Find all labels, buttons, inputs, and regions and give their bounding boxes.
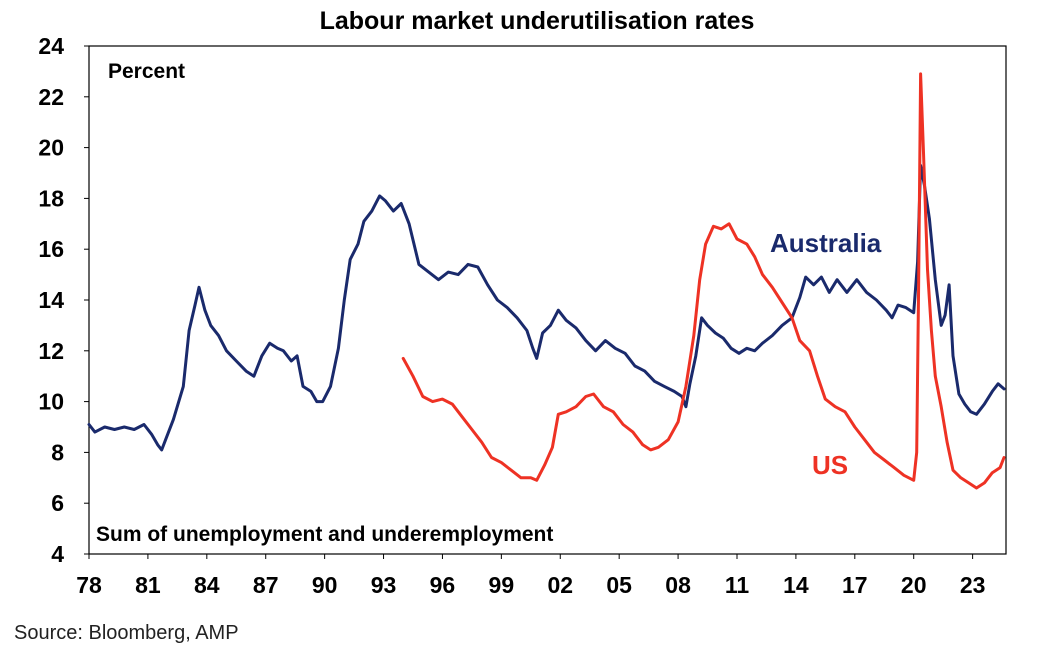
x-tick-label: 90 (312, 572, 338, 598)
plot-area (88, 45, 1007, 555)
series-lines (87, 72, 1006, 490)
x-tick-label: 11 (725, 572, 750, 598)
y-tick-label: 4 (51, 541, 64, 567)
y-axis: 4 6 8 10 12 14 16 18 20 22 24 (38, 33, 89, 567)
x-tick-label: 84 (194, 572, 220, 598)
y-tick-label: 10 (38, 389, 64, 415)
y-tick-label: 24 (38, 33, 64, 59)
y-tick-label: 16 (38, 236, 64, 262)
chart-title: Labour market underutilisation rates (320, 7, 755, 35)
series-line-australia (87, 163, 1006, 452)
y-tick-label: 22 (38, 84, 64, 110)
y-tick-label: 8 (51, 439, 64, 465)
x-axis: 78 81 84 87 90 93 96 99 02 05 08 11 14 17 20 23 (76, 554, 985, 598)
y-tick-label: 20 (38, 135, 64, 161)
legend-us: US (812, 450, 848, 480)
x-tick-label: 23 (960, 572, 986, 598)
x-tick-label: 96 (430, 572, 456, 598)
x-tick-label: 20 (901, 572, 927, 598)
y-tick-label: 6 (51, 490, 64, 516)
source-note: Source: Bloomberg, AMP (14, 622, 239, 644)
x-tick-label: 87 (253, 572, 279, 598)
x-tick-label: 17 (842, 572, 868, 598)
x-tick-label: 02 (547, 572, 573, 598)
unit-label: Percent (108, 60, 185, 83)
x-tick-label: 93 (371, 572, 397, 598)
y-tick-label: 12 (38, 338, 64, 364)
x-tick-label: 05 (606, 572, 632, 598)
x-tick-label: 99 (489, 572, 515, 598)
subtitle-note: Sum of unemployment and underemployment (96, 523, 553, 546)
x-tick-label: 78 (76, 572, 102, 598)
series-line-us (401, 72, 1006, 490)
y-tick-label: 14 (38, 287, 64, 313)
y-tick-label: 18 (38, 185, 64, 211)
legend-australia: Australia (770, 228, 882, 258)
x-tick-label: 08 (665, 572, 691, 598)
x-tick-label: 81 (135, 572, 161, 598)
x-tick-label: 14 (783, 572, 809, 598)
